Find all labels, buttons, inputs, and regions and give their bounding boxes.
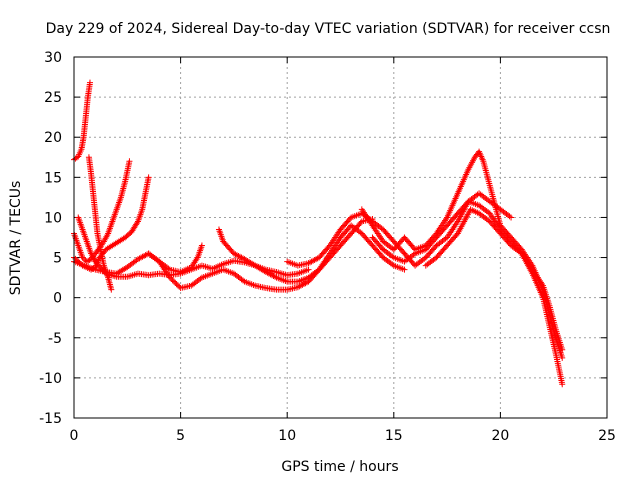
data-point — [173, 281, 180, 288]
data-point — [559, 346, 566, 353]
data-point — [559, 381, 566, 388]
data-point — [134, 219, 141, 226]
y-tick-label: 0 — [53, 291, 62, 307]
data-point — [166, 274, 173, 281]
y-tick-label: -5 — [48, 331, 62, 347]
data-point — [198, 242, 205, 249]
series-arc-2 — [71, 158, 133, 265]
data-point — [174, 282, 181, 289]
x-tick-label: 20 — [491, 428, 509, 444]
plot-frame — [73, 56, 608, 419]
series-arc-10 — [358, 148, 566, 361]
data-point — [126, 158, 133, 165]
data-points — [71, 79, 566, 388]
data-point — [170, 278, 177, 285]
data-point — [145, 174, 152, 181]
data-point — [108, 286, 115, 293]
y-tick-label: 5 — [53, 251, 62, 267]
data-point — [79, 254, 86, 261]
y-tick-label: 20 — [44, 130, 62, 146]
data-point — [168, 275, 175, 282]
y-tick-label: -10 — [39, 371, 62, 387]
y-tick-label: 10 — [44, 210, 62, 226]
y-tick-label: 15 — [44, 170, 62, 186]
x-tick-label: 15 — [385, 428, 403, 444]
x-axis-label: GPS time / hours — [281, 459, 398, 475]
data-point — [86, 79, 93, 86]
series-arc-8 — [215, 226, 312, 279]
data-point — [172, 279, 179, 286]
series-arc-1 — [71, 79, 93, 163]
y-tick-label: -15 — [39, 411, 62, 427]
y-tick-label: 30 — [44, 50, 62, 66]
data-point — [80, 255, 87, 262]
data-point — [169, 277, 176, 284]
data-point — [305, 266, 312, 273]
data-point — [401, 266, 408, 273]
grid — [74, 57, 607, 418]
series-arc-12 — [422, 206, 566, 353]
data-point — [176, 283, 183, 290]
data-point — [453, 231, 460, 238]
x-tick-label: 10 — [278, 428, 296, 444]
x-tick-label: 25 — [598, 428, 616, 444]
series-arc-7 — [145, 242, 205, 275]
chart-title: Day 229 of 2024, Sidereal Day-to-day VTE… — [46, 21, 611, 37]
series-arc-11 — [369, 198, 566, 388]
data-point — [559, 354, 566, 361]
x-tick-label: 5 — [176, 428, 185, 444]
y-axis-label: SDTVAR / TECUs — [8, 181, 24, 296]
data-point — [508, 214, 515, 221]
series-arc-6 — [71, 222, 408, 293]
x-tick-label: 0 — [70, 428, 79, 444]
y-tick-label: 25 — [44, 90, 62, 106]
